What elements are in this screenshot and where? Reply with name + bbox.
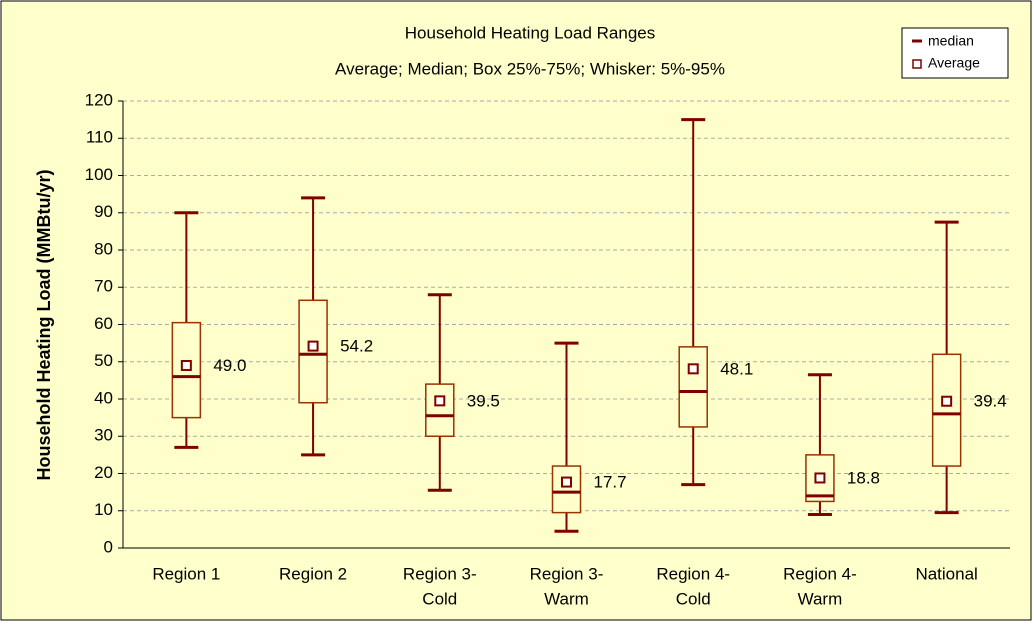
- x-tick-label: Cold: [676, 589, 711, 608]
- x-tick-label: Region 4-: [656, 564, 730, 583]
- x-tick-label: Region 1: [152, 564, 220, 583]
- y-tick-label: 50: [94, 351, 113, 370]
- y-tick-label: 30: [94, 426, 113, 445]
- average-marker: [941, 395, 953, 407]
- average-marker: [687, 363, 699, 375]
- y-tick-label: 10: [94, 500, 113, 519]
- y-tick-label: 20: [94, 463, 113, 482]
- average-label: 17.7: [594, 473, 627, 492]
- x-tick-label: Cold: [422, 589, 457, 608]
- y-tick-label: 120: [85, 90, 113, 109]
- y-tick-label: 110: [86, 128, 113, 147]
- average-label: 39.5: [467, 391, 500, 410]
- box: [171, 321, 202, 419]
- chart-title: Household Heating Load Ranges: [405, 23, 655, 42]
- average-label: 39.4: [974, 392, 1007, 411]
- y-tick-label: 70: [94, 277, 113, 296]
- y-tick-label: 60: [94, 314, 113, 333]
- box: [551, 465, 582, 514]
- average-marker: [814, 472, 826, 484]
- y-tick-label: 100: [85, 165, 113, 184]
- x-tick-label: Region 4-: [783, 564, 857, 583]
- average-label: 18.8: [847, 468, 880, 487]
- y-axis-label: Household Heating Load (MMBtu/yr): [34, 170, 54, 481]
- box: [425, 383, 455, 438]
- average-marker: [307, 340, 319, 352]
- legend-label: median: [928, 33, 974, 49]
- average-label: 54.2: [340, 337, 373, 356]
- y-tick-label: 0: [104, 537, 113, 556]
- box: [678, 346, 708, 428]
- average-marker: [561, 476, 572, 488]
- y-tick-label: 90: [94, 202, 113, 221]
- average-label: 48.1: [720, 359, 753, 378]
- y-tick-label: 80: [94, 239, 113, 258]
- x-tick-label: National: [915, 564, 977, 583]
- average-label: 49.0: [213, 356, 246, 375]
- legend-label: Average: [928, 55, 980, 71]
- legend: [901, 27, 1009, 79]
- average-marker: [434, 395, 446, 407]
- x-tick-label: Region 2: [279, 564, 347, 583]
- x-tick-label: Warm: [798, 589, 843, 608]
- x-tick-label: Region 3-: [530, 564, 604, 583]
- average-marker: [180, 359, 192, 371]
- legend-average-symbol: [912, 59, 922, 69]
- chart-subtitle: Average; Median; Box 25%-75%; Whisker: 5…: [335, 59, 725, 78]
- box: [931, 353, 962, 467]
- y-tick-label: 40: [94, 388, 113, 407]
- x-tick-label: Warm: [544, 589, 589, 608]
- x-tick-label: Region 3-: [403, 564, 477, 583]
